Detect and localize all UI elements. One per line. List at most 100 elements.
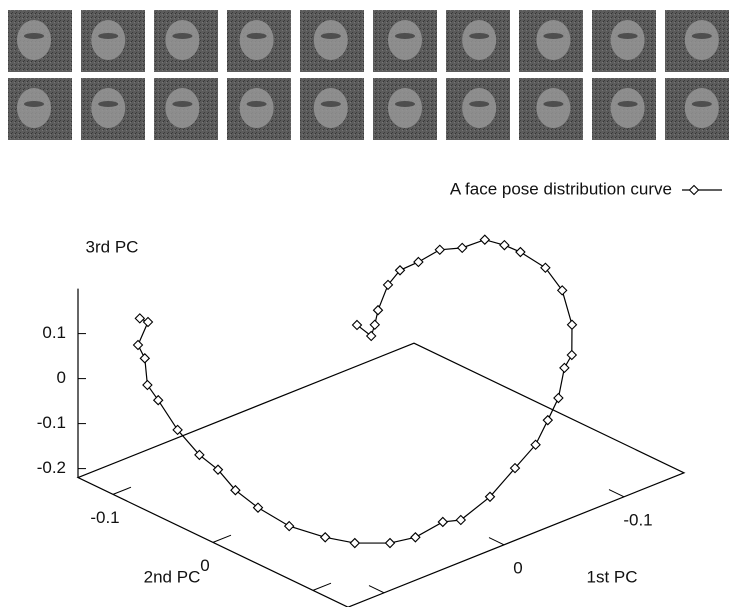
curve-point bbox=[499, 239, 510, 251]
face bbox=[91, 88, 126, 128]
face-eyes bbox=[172, 33, 193, 39]
face bbox=[165, 20, 200, 60]
curve-point bbox=[134, 313, 146, 324]
curve-point bbox=[566, 349, 578, 361]
face-eyes bbox=[246, 33, 267, 39]
y-tick-label: 0.1 bbox=[293, 604, 317, 607]
x-tick-label: -0.1 bbox=[623, 510, 652, 529]
face-eyes bbox=[24, 33, 44, 39]
face-eyes bbox=[691, 101, 712, 107]
curve-point bbox=[252, 502, 264, 513]
curve-point bbox=[283, 520, 295, 532]
x-tick bbox=[368, 585, 385, 594]
curve-point bbox=[556, 285, 568, 296]
z-tick-label: 0.1 bbox=[42, 323, 66, 342]
floor-plane bbox=[76, 342, 686, 607]
y-tick-label: 0 bbox=[200, 556, 209, 575]
z-tick-label: -0.1 bbox=[37, 413, 66, 432]
face-eyes bbox=[543, 33, 564, 39]
curve-point bbox=[384, 537, 396, 549]
y-tick bbox=[212, 534, 232, 543]
face bbox=[462, 88, 497, 128]
curve-point bbox=[434, 244, 446, 256]
curve-point bbox=[566, 319, 578, 330]
curve-point bbox=[319, 532, 331, 543]
face-eyes bbox=[395, 101, 415, 107]
curve-point bbox=[515, 246, 526, 258]
face-eyes bbox=[172, 101, 193, 107]
y-tick-label: -0.1 bbox=[90, 508, 119, 527]
curve-point bbox=[530, 439, 541, 450]
face-eyes bbox=[395, 33, 415, 39]
face-eyes bbox=[543, 101, 564, 107]
curve-point bbox=[139, 353, 151, 364]
face bbox=[313, 88, 348, 128]
face-eyes bbox=[320, 101, 341, 107]
curve-point bbox=[540, 262, 551, 274]
face bbox=[165, 88, 200, 128]
curve-point bbox=[410, 532, 421, 543]
curve-point bbox=[349, 537, 361, 549]
curve-point bbox=[456, 242, 468, 254]
x-tick-label: 0 bbox=[513, 558, 522, 577]
curve-point bbox=[382, 279, 394, 291]
face-eyes bbox=[98, 101, 119, 107]
curve-point bbox=[542, 414, 554, 426]
curve-point bbox=[437, 516, 449, 528]
curve-point bbox=[479, 234, 491, 245]
curve-point bbox=[413, 256, 424, 268]
face bbox=[239, 88, 274, 128]
face bbox=[536, 88, 571, 128]
curve-point bbox=[230, 484, 241, 496]
face-eyes bbox=[691, 33, 712, 39]
face-eyes bbox=[617, 33, 638, 39]
curve-line bbox=[137, 239, 573, 544]
face bbox=[610, 20, 645, 60]
face bbox=[684, 20, 719, 60]
curve-point bbox=[142, 379, 153, 391]
z-axis-label: 3rd PC bbox=[86, 237, 139, 256]
curve-point bbox=[142, 316, 154, 328]
face bbox=[91, 20, 126, 60]
curve-point bbox=[455, 514, 467, 526]
face-eyes bbox=[617, 101, 638, 107]
legend-marker bbox=[688, 184, 700, 196]
x-tick bbox=[488, 537, 505, 546]
face-eyes bbox=[320, 33, 341, 39]
z-tick-label: 0 bbox=[57, 368, 66, 387]
face bbox=[684, 88, 719, 128]
curve-point bbox=[372, 304, 384, 316]
face bbox=[388, 88, 422, 128]
z-tick-label: -0.2 bbox=[37, 458, 66, 477]
face bbox=[388, 20, 422, 60]
face bbox=[17, 88, 51, 128]
face bbox=[610, 88, 645, 128]
curve-point bbox=[351, 319, 363, 331]
legend-label: A face pose distribution curve bbox=[450, 179, 672, 198]
face-eyes bbox=[469, 101, 490, 107]
face bbox=[313, 20, 348, 60]
curve-point bbox=[559, 362, 570, 374]
face-eyes bbox=[98, 33, 119, 39]
face bbox=[239, 20, 274, 60]
curve-point bbox=[365, 330, 377, 342]
face-eyes bbox=[24, 101, 44, 107]
y-tick bbox=[312, 582, 332, 591]
face-eyes bbox=[246, 101, 267, 107]
curve-point bbox=[172, 424, 183, 436]
face-eyes bbox=[469, 33, 490, 39]
y-axis-label: 2nd PC bbox=[144, 567, 201, 586]
curve-point bbox=[484, 491, 496, 503]
face bbox=[536, 20, 571, 60]
curve-point bbox=[212, 464, 224, 475]
curve-point bbox=[394, 265, 406, 276]
x-tick bbox=[608, 489, 625, 498]
curve-point bbox=[152, 394, 164, 406]
face bbox=[462, 20, 497, 60]
x-axis-label: 1st PC bbox=[586, 567, 637, 586]
curve-point bbox=[369, 319, 381, 331]
face bbox=[17, 20, 51, 60]
